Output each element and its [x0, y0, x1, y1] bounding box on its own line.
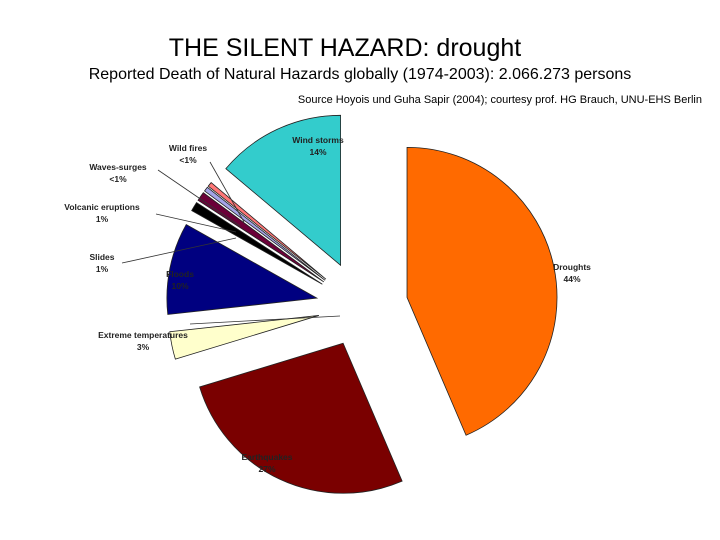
- slice-label-droughts: Droughts: [553, 262, 591, 272]
- slice-label-wild-fires: Wild fires: [169, 143, 207, 153]
- leader-line-wild-fires: [209, 161, 245, 223]
- slice-percent-floods: 10%: [171, 281, 188, 291]
- slice-percent-droughts: 44%: [563, 274, 580, 284]
- slice-label-waves-surges: Waves-surges: [89, 162, 147, 172]
- leader-line-extreme-temperatures: [189, 315, 341, 325]
- slice-percent-earthquakes: 27%: [258, 464, 275, 474]
- slice-percent-wind-storms: 14%: [309, 147, 326, 157]
- pie-slice-earthquakes: [199, 342, 403, 494]
- pie-slice-floods: [166, 223, 319, 315]
- source-note: Source Hoyois und Guha Sapir (2004); cou…: [297, 94, 702, 106]
- pie-slice-waves-surges: [203, 186, 326, 281]
- pie-slice-slides: [191, 202, 323, 285]
- slice-percent-slides: 1%: [96, 264, 109, 274]
- slice-percent-volcanic-eruptions: 1%: [96, 214, 109, 224]
- pie-slice-volcanic-eruptions: [197, 192, 325, 283]
- slice-label-extreme-temperatures: Extreme temperatures: [98, 330, 188, 340]
- slice-label-slides: Slides: [89, 252, 114, 262]
- leader-line-waves-surges: [157, 169, 241, 227]
- slice-percent-waves-surges: <1%: [109, 174, 127, 184]
- pie-slice-extreme-temperatures: [169, 315, 319, 360]
- slice-label-wind-storms: Wind storms: [292, 135, 344, 145]
- slice-label-volcanic-eruptions: Volcanic eruptions: [64, 202, 140, 212]
- slice-percent-extreme-temperatures: 3%: [137, 342, 150, 352]
- slice-label-floods: Floods: [166, 269, 194, 279]
- pie-slice-wind-storms: [225, 114, 341, 267]
- page-title: THE SILENT HAZARD: drought: [168, 34, 522, 62]
- page-subtitle: Reported Death of Natural Hazards global…: [88, 66, 632, 83]
- pie-slice-droughts: [406, 146, 558, 436]
- leader-line-slides: [121, 237, 237, 264]
- slice-label-earthquakes: Earthquakes: [241, 452, 292, 462]
- leader-line-volcanic-eruptions: [155, 213, 237, 233]
- pie-slice-wild-fires: [207, 182, 327, 280]
- slice-percent-wild-fires: <1%: [179, 155, 197, 165]
